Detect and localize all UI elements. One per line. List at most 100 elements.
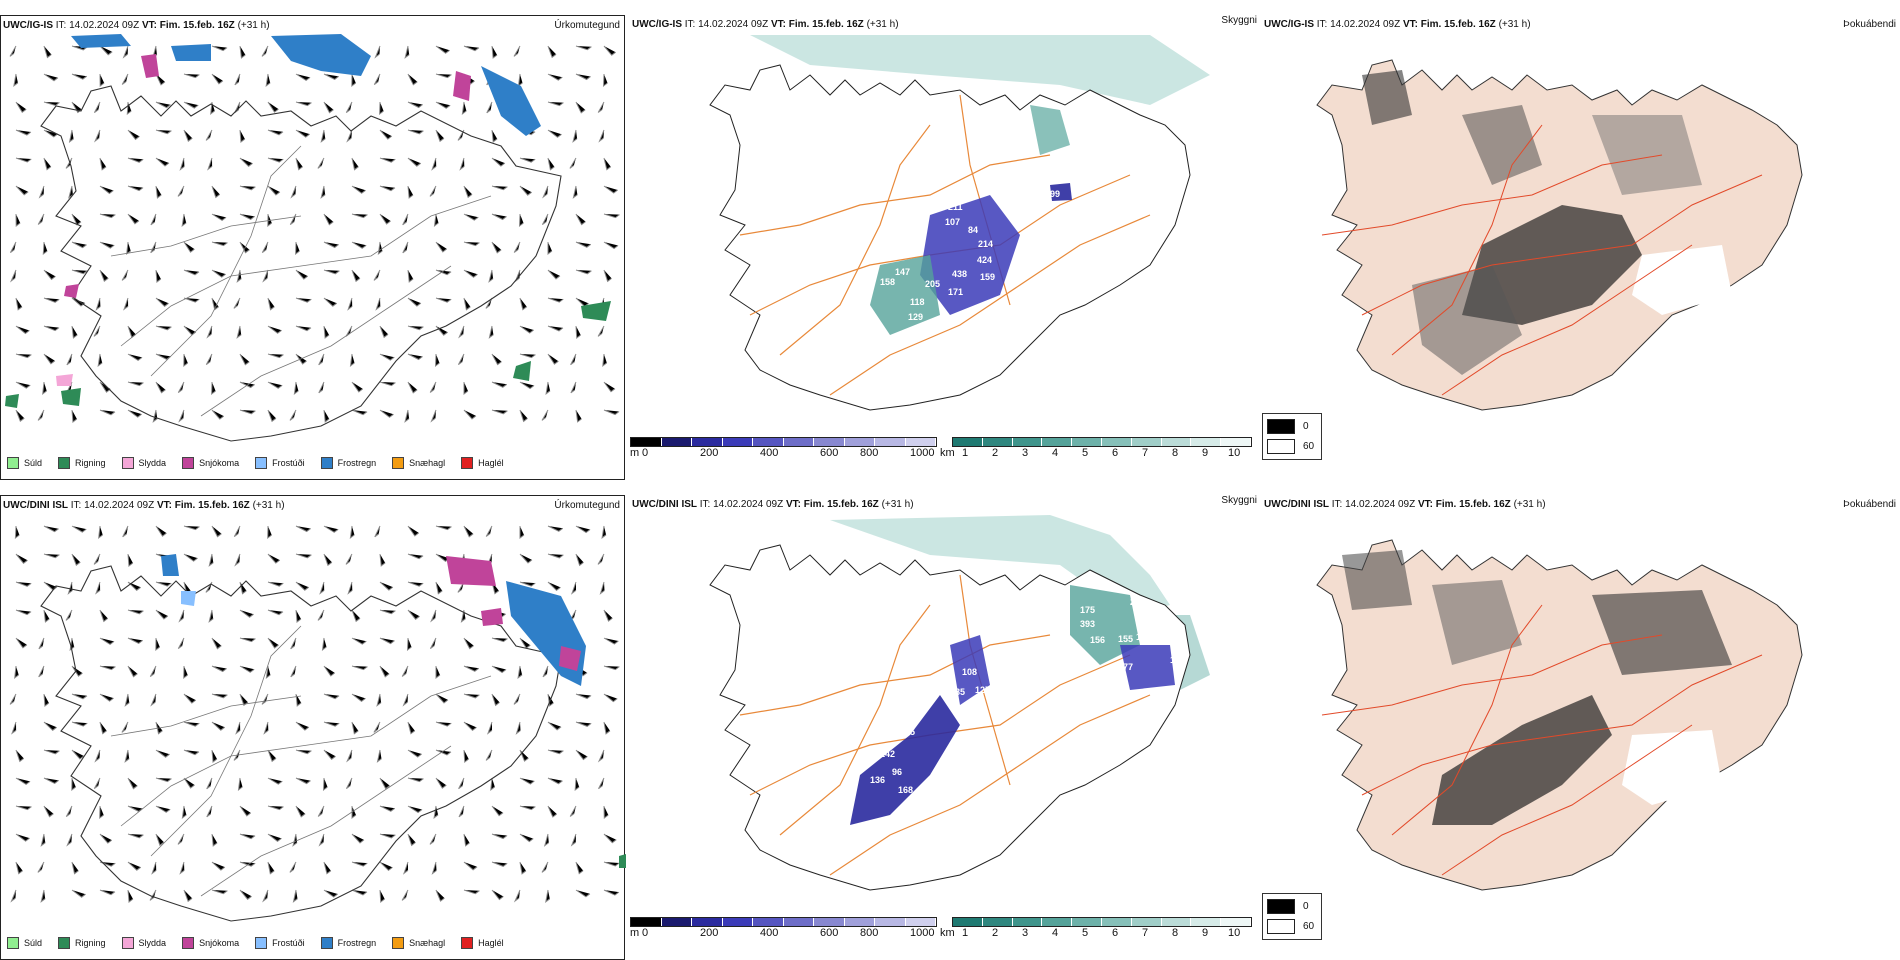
cloud-value-labels: 529 200 175 393 155 189 177 156 191 108 … — [745, 575, 1185, 795]
svg-text:52: 52 — [765, 575, 775, 585]
header-top-cloud: UWC/IG-IS IT: 14.02.2024 09Z VT: Fim. 15… — [632, 19, 899, 30]
precip-field-title: Úrkomutegund — [554, 500, 620, 511]
header-bottom-precip: UWC/DINI ISL IT: 14.02.2024 09Z VT: Fim.… — [3, 500, 285, 511]
legend-item: Snjókoma — [178, 457, 239, 469]
fog-legend-swatch — [1267, 919, 1295, 934]
fog-legend-swatch — [1267, 899, 1295, 914]
cloud-base-patches — [870, 105, 1072, 335]
svg-text:168: 168 — [898, 785, 913, 795]
cloud-field-title: Skyggni — [1221, 495, 1257, 506]
legend-item: Súld — [3, 457, 42, 469]
fog-panel-top: UWC/IG-IS IT: 14.02.2024 09Z VT: Fim. 15… — [1262, 15, 1900, 480]
legend-item: Rigning — [54, 457, 106, 469]
svg-text:158: 158 — [880, 277, 895, 287]
svg-text:84: 84 — [968, 225, 978, 235]
fog-map-top — [1316, 59, 1803, 411]
svg-text:107: 107 — [945, 217, 960, 227]
fog-shading — [1362, 70, 1732, 375]
svg-text:205: 205 — [925, 279, 940, 289]
legend-swatch — [461, 937, 474, 949]
header-bottom-fog: UWC/DINI ISL IT: 14.02.2024 09Z VT: Fim.… — [1264, 499, 1546, 510]
cloud-panel-top: UWC/IG-IS IT: 14.02.2024 09Z VT: Fim. 15… — [630, 15, 1257, 480]
legend-swatch — [58, 937, 71, 949]
roads — [739, 94, 1151, 396]
svg-text:529: 529 — [1092, 579, 1107, 589]
svg-text:147: 147 — [895, 267, 910, 277]
legend-item: Frostúði — [251, 457, 305, 469]
legend-item: Haglél — [457, 457, 504, 469]
legend-item: Rigning — [54, 937, 106, 949]
svg-text:175: 175 — [1080, 605, 1095, 615]
svg-text:177: 177 — [1118, 662, 1133, 672]
wind-barbs — [9, 45, 620, 423]
legend-item: Snjókoma — [178, 937, 239, 949]
svg-text:156: 156 — [1090, 635, 1105, 645]
svg-text:96: 96 — [892, 767, 902, 777]
header-top-precip: UWC/IG-IS IT: 14.02.2024 09Z VT: Fim. 15… — [3, 20, 270, 31]
fog-legend-top: 0 60 — [1262, 413, 1322, 460]
legend-swatch — [392, 937, 405, 949]
legend-swatch — [461, 457, 474, 469]
legend-swatch — [121, 937, 134, 949]
cloud-map-bottom: 529 200 175 393 155 189 177 156 191 108 … — [709, 515, 1210, 891]
roads — [110, 625, 492, 897]
svg-text:191: 191 — [1170, 655, 1185, 665]
precip-field-title: Úrkomutegund — [554, 20, 620, 31]
roads — [1321, 604, 1763, 876]
svg-text:189: 189 — [1136, 632, 1151, 642]
legend-swatch — [58, 457, 71, 469]
legend-swatch — [182, 457, 195, 469]
roads — [110, 145, 492, 417]
svg-text:159: 159 — [980, 272, 995, 282]
legend-item: Súld — [3, 937, 42, 949]
fog-legend-swatch — [1267, 439, 1295, 454]
svg-text:214: 214 — [978, 239, 993, 249]
legend-item: Slydda — [118, 937, 166, 949]
fog-map-bottom — [1316, 539, 1803, 891]
svg-text:136: 136 — [870, 775, 885, 785]
svg-text:185: 185 — [950, 687, 965, 697]
legend-swatch — [320, 937, 333, 949]
svg-text:424: 424 — [977, 255, 992, 265]
header-top-fog: UWC/IG-IS IT: 14.02.2024 09Z VT: Fim. 15… — [1264, 19, 1531, 30]
visibility-colorbar: km 1 2 3 4 5 6 7 8 9 10 — [940, 437, 1252, 467]
legend-item: Frostregn — [317, 937, 376, 949]
precip-panel-bottom: UWC/DINI ISL IT: 14.02.2024 09Z VT: Fim.… — [0, 495, 626, 960]
precip-blobs — [161, 554, 626, 868]
precip-legend-bottom: Súld Rigning Slydda Snjókoma Frostúði Fr… — [3, 935, 516, 951]
svg-text:99: 99 — [1050, 189, 1060, 199]
svg-text:155: 155 — [900, 727, 915, 737]
svg-text:200: 200 — [1130, 597, 1145, 607]
precip-map — [5, 34, 620, 442]
precip-blobs — [5, 34, 611, 408]
svg-text:211: 211 — [948, 202, 963, 212]
svg-text:142: 142 — [880, 749, 895, 759]
fog-field-title: Þokuábendi — [1843, 19, 1896, 30]
svg-text:127: 127 — [975, 685, 990, 695]
svg-text:49: 49 — [745, 575, 755, 585]
svg-text:114: 114 — [915, 689, 930, 699]
iceland-outline — [40, 565, 562, 922]
svg-text:171: 171 — [948, 287, 963, 297]
roads — [1321, 124, 1763, 396]
cloud-field-title: Skyggni — [1221, 15, 1257, 26]
cloud-base-colorbar: m 0 200 400 600 800 1000 — [630, 437, 937, 467]
legend-item: Snæhagl — [388, 937, 445, 949]
cloud-map-top: 211 99 107 84 214 147 424 158 438 159 20… — [709, 35, 1210, 411]
svg-text:393: 393 — [1080, 619, 1095, 629]
cloud-value-labels: 211 99 107 84 214 147 424 158 438 159 20… — [880, 189, 1060, 322]
fog-legend-swatch — [1267, 419, 1295, 434]
precip-legend-top: Súld Rigning Slydda Snjókoma Frostúði Fr… — [3, 455, 516, 471]
fog-legend-bottom: 0 60 — [1262, 893, 1322, 940]
wind-barbs — [9, 525, 620, 903]
legend-item: Snæhagl — [388, 457, 445, 469]
legend-swatch — [7, 457, 19, 469]
legend-item: Haglél — [457, 937, 504, 949]
cloud-base-patches — [850, 585, 1175, 825]
legend-item: Slydda — [118, 457, 166, 469]
svg-text:155: 155 — [1118, 634, 1133, 644]
legend-swatch — [255, 937, 268, 949]
visibility-colorbar: km 1 2 3 4 5 6 7 8 9 10 — [940, 917, 1252, 947]
legend-item: Frostúði — [251, 937, 305, 949]
fog-shading — [1342, 550, 1732, 825]
